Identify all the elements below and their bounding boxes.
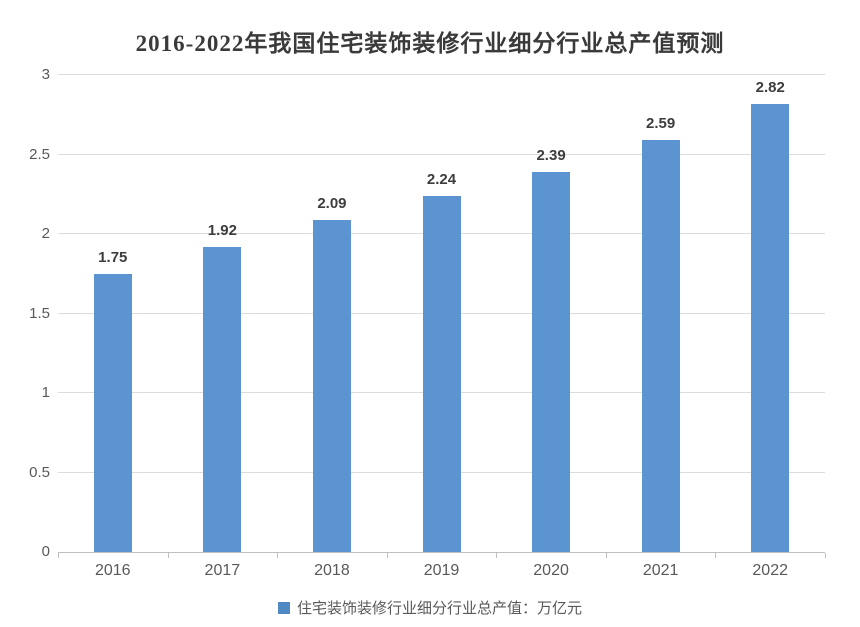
x-axis-line [58, 552, 825, 553]
chart-title: 2016-2022年我国住宅装饰装修行业细分行业总产值预测 [135, 31, 725, 56]
x-category-label: 2018 [314, 562, 350, 579]
x-axis-tick [386, 553, 388, 558]
y-tick-label: 2 [41, 225, 50, 242]
y-axis-labels: 0 0.5 1 1.5 2 2.5 3 [0, 66, 50, 560]
gridline [58, 74, 825, 75]
x-category-label: 2022 [752, 562, 788, 579]
bar-2022 [751, 103, 790, 552]
x-category-label: 2020 [533, 562, 569, 579]
y-tick-label: 1.5 [29, 304, 50, 322]
bar-2017 [203, 246, 242, 552]
x-category-label: 2021 [642, 562, 679, 579]
gridline [58, 153, 825, 155]
x-axis-tick [825, 553, 826, 558]
y-tick-label: 2.5 [29, 145, 50, 163]
bar-value-label: 2.09 [317, 194, 347, 212]
x-axis-tick [496, 553, 498, 558]
plot-area: 1.75 2016 1.92 2017 2.09 2018 2.24 2019 2.39 2020… [58, 74, 826, 579]
x-axis-tick [605, 553, 607, 558]
bar-2018 [312, 219, 351, 552]
legend-label: 住宅装饰装修行业细分行业总产值：万亿元 [296, 600, 582, 617]
legend-swatch-icon [277, 601, 290, 614]
x-axis-tick [715, 553, 717, 558]
x-axis-tick [277, 553, 279, 558]
bar-value-label: 2.24 [426, 170, 457, 188]
bar-value-label: 2.59 [646, 115, 676, 133]
legend: 住宅装饰装修行业细分行业总产值：万亿元 [0, 597, 860, 618]
bar-value-label: 2.82 [755, 78, 785, 96]
bar-2020 [532, 172, 571, 552]
bar-2021 [641, 140, 680, 552]
x-category-label: 2019 [423, 562, 460, 579]
y-tick-label: 0 [41, 543, 50, 560]
x-category-label: 2017 [204, 562, 241, 579]
y-tick-label: 3 [41, 66, 50, 83]
bar-value-label: 2.39 [536, 147, 566, 164]
x-axis-tick [58, 553, 59, 558]
y-tick-label: 1 [41, 384, 50, 401]
bar-value-label: 1.92 [207, 221, 237, 239]
y-tick-label: 0.5 [29, 463, 50, 481]
bar-value-label: 1.75 [98, 248, 128, 266]
bar-2016 [93, 273, 132, 552]
x-category-label: 2016 [94, 562, 131, 579]
x-axis-tick [167, 553, 169, 558]
bar-2019 [422, 195, 461, 552]
